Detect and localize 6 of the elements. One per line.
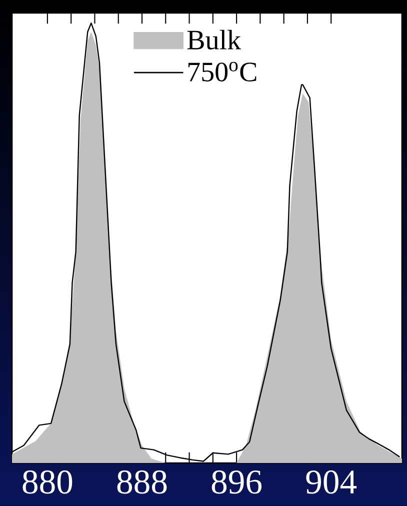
x-tick-label: 896 [212, 470, 262, 494]
legend-label: Bulk [187, 30, 242, 50]
x-tick-label: 904 [306, 470, 357, 494]
legend-label: 750$^{o}$C [188, 62, 256, 82]
x-tick-label: 888 [117, 470, 167, 494]
x-tick-label: 880 [22, 470, 72, 494]
